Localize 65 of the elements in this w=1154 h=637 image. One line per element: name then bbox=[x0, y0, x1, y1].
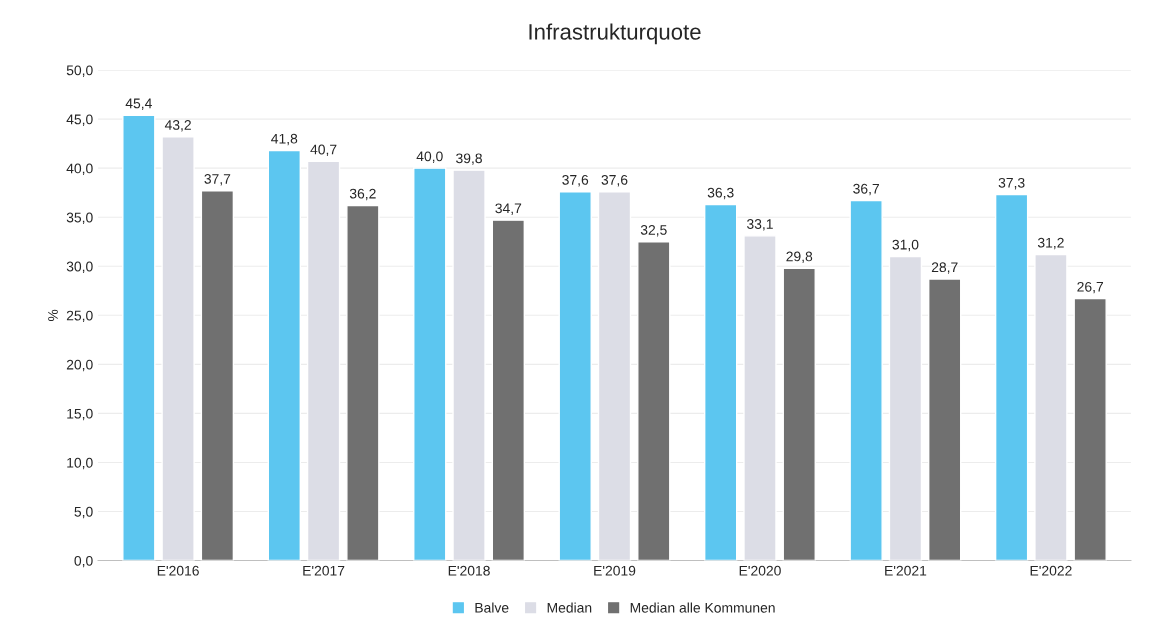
y-tick-label: 15,0 bbox=[67, 408, 93, 421]
bar bbox=[346, 204, 380, 561]
bar bbox=[743, 235, 777, 561]
data-label: 29,8 bbox=[786, 251, 813, 263]
bar bbox=[637, 241, 671, 561]
bar bbox=[452, 169, 486, 561]
bar bbox=[200, 190, 235, 561]
x-tick-label: E'2016 bbox=[157, 565, 199, 576]
y-tick-label: 5,0 bbox=[74, 506, 93, 519]
data-label: 26,7 bbox=[1077, 281, 1104, 294]
data-label: 31,2 bbox=[1037, 237, 1064, 250]
y-tick-label: 35,0 bbox=[66, 212, 93, 225]
data-label: 31,0 bbox=[892, 239, 919, 252]
data-label: 37,7 bbox=[204, 173, 231, 186]
bar bbox=[888, 255, 923, 561]
bar bbox=[122, 114, 156, 561]
y-tick-label: 50,0 bbox=[66, 65, 93, 77]
data-label: 28,7 bbox=[931, 262, 958, 274]
data-label: 41,8 bbox=[271, 133, 298, 146]
data-label: 40,7 bbox=[310, 144, 337, 157]
x-tick-label: E'2018 bbox=[448, 565, 490, 576]
chart-title: Infrastrukturquote bbox=[529, 23, 701, 45]
bar bbox=[849, 199, 883, 561]
data-label: 33,1 bbox=[746, 219, 773, 231]
bar bbox=[491, 219, 526, 561]
bar bbox=[1034, 253, 1068, 561]
bar bbox=[994, 193, 1029, 561]
data-label: 37,6 bbox=[562, 174, 589, 187]
bar bbox=[782, 267, 816, 561]
x-tick-label: E'2021 bbox=[885, 565, 927, 576]
data-label: 37,3 bbox=[998, 177, 1025, 190]
data-label: 36,2 bbox=[349, 188, 376, 201]
data-label: 34,7 bbox=[495, 203, 522, 215]
bar bbox=[161, 136, 195, 561]
y-tick-label: 40,0 bbox=[66, 163, 93, 175]
data-label: 43,2 bbox=[164, 120, 191, 132]
bar bbox=[1073, 297, 1107, 561]
data-label: 37,6 bbox=[601, 174, 628, 187]
y-axis-title: % bbox=[48, 309, 58, 321]
legend-label: Median alle Kommunen bbox=[630, 602, 775, 613]
x-tick-label: E'2020 bbox=[739, 565, 781, 576]
x-tick-label: E'2019 bbox=[594, 565, 636, 576]
bar bbox=[413, 167, 447, 561]
x-tick-label: E'2017 bbox=[303, 565, 345, 576]
data-label: 36,7 bbox=[853, 183, 879, 196]
legend-label: Median bbox=[547, 602, 592, 613]
bar bbox=[267, 149, 301, 561]
y-tick-label: 45,0 bbox=[66, 114, 93, 126]
legend-label: Balve bbox=[475, 602, 509, 613]
x-tick-label: E'2022 bbox=[1030, 565, 1072, 576]
y-tick-label: 0,0 bbox=[74, 555, 93, 568]
data-label: 32,5 bbox=[640, 224, 667, 237]
data-label: 40,0 bbox=[416, 151, 443, 163]
y-tick-label: 30,0 bbox=[66, 261, 93, 274]
data-label: 39,8 bbox=[456, 153, 482, 165]
y-tick-label: 25,0 bbox=[66, 310, 93, 323]
bar bbox=[558, 191, 592, 561]
data-label: 36,3 bbox=[707, 187, 734, 200]
y-tick-label: 20,0 bbox=[66, 359, 93, 372]
bar bbox=[928, 278, 962, 561]
data-label: 45,4 bbox=[125, 98, 152, 110]
bar bbox=[704, 203, 738, 561]
bar bbox=[597, 191, 632, 561]
bar bbox=[306, 160, 341, 561]
y-tick-label: 10,0 bbox=[67, 457, 93, 470]
